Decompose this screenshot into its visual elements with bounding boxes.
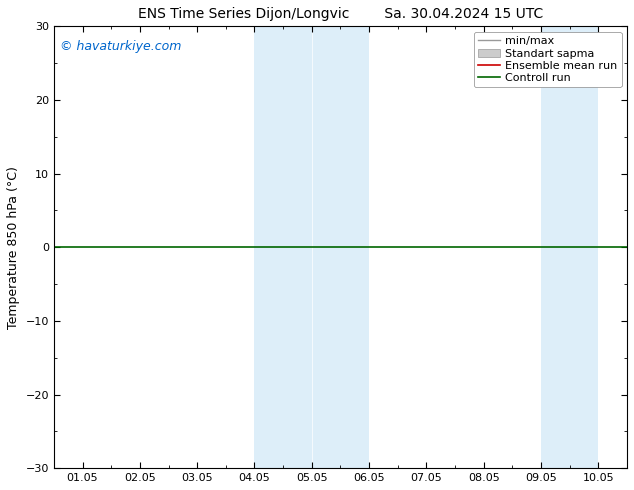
- Text: © havaturkiye.com: © havaturkiye.com: [60, 40, 181, 52]
- Bar: [541, 26, 598, 468]
- Title: ENS Time Series Dijon/Longvic        Sa. 30.04.2024 15 UTC: ENS Time Series Dijon/Longvic Sa. 30.04.…: [138, 7, 543, 21]
- Bar: [254, 26, 369, 468]
- Y-axis label: Temperature 850 hPa (°C): Temperature 850 hPa (°C): [7, 166, 20, 329]
- Legend: min/max, Standart sapma, Ensemble mean run, Controll run: min/max, Standart sapma, Ensemble mean r…: [474, 32, 621, 87]
